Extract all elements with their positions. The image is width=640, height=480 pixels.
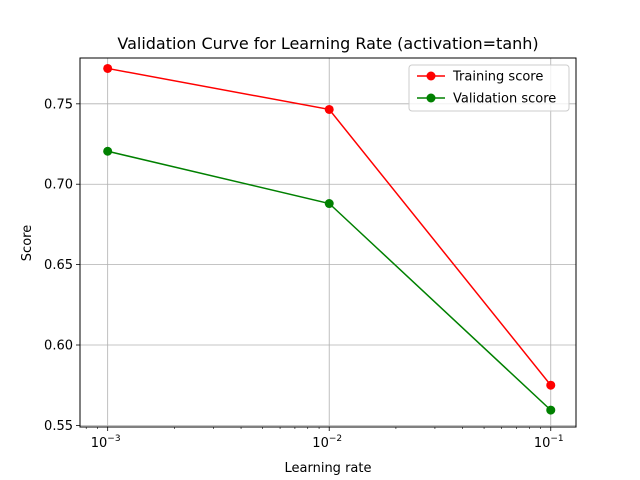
x-tick-label: 10−3 — [91, 434, 121, 451]
grid-lines — [80, 58, 576, 427]
series-1-point — [546, 405, 556, 415]
x-tick-exponent: −3 — [107, 434, 120, 444]
x-axis-label: Learning rate — [285, 461, 372, 476]
legend-marker-1 — [426, 93, 436, 103]
x-tick-base: 10 — [91, 436, 108, 451]
series-0-point — [546, 380, 556, 390]
series-1-point — [324, 199, 334, 209]
y-axis-label: Score — [20, 225, 35, 261]
legend-label-1: Validation score — [453, 92, 556, 107]
y-tick-label: 0.60 — [44, 339, 73, 354]
x-tick-base: 10 — [534, 436, 551, 451]
plot-area-frame — [79, 57, 577, 428]
x-tick-label: 10−2 — [312, 434, 342, 451]
series-0-point — [324, 104, 334, 114]
legend: Training score Validation score — [408, 64, 570, 112]
y-tick-label: 0.55 — [44, 419, 73, 434]
x-tick-label: 10−1 — [534, 434, 564, 451]
x-tick-exponent: −1 — [550, 434, 563, 444]
series-layer — [103, 63, 556, 415]
chart-title: Validation Curve for Learning Rate (acti… — [117, 34, 538, 53]
legend-box — [408, 64, 570, 112]
y-tick-label: 0.75 — [44, 97, 73, 112]
x-tick-base: 10 — [312, 436, 329, 451]
legend-label-0: Training score — [452, 70, 543, 85]
y-tick-label: 0.65 — [44, 258, 73, 273]
y-tick-label: 0.70 — [44, 178, 73, 193]
series-0-point — [103, 63, 113, 73]
legend-marker-0 — [426, 71, 436, 81]
series-1-point — [103, 146, 113, 156]
x-tick-exponent: −2 — [329, 434, 342, 444]
